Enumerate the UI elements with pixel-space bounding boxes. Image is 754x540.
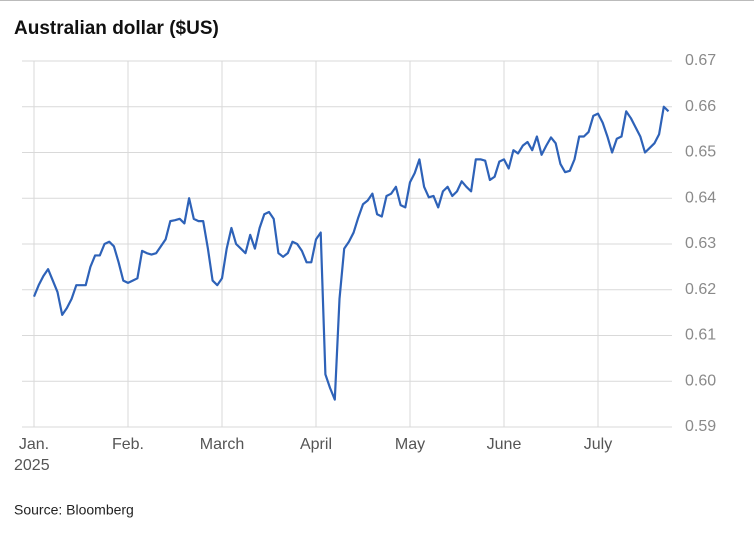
x-tick-label: June	[487, 436, 522, 453]
x-tick-label: July	[584, 436, 612, 453]
y-tick-label: 0.62	[685, 281, 716, 298]
x-tick-label: March	[200, 436, 244, 453]
y-tick-label: 0.67	[685, 52, 716, 69]
y-tick-label: 0.61	[685, 327, 716, 344]
chart-title: Australian dollar ($US)	[14, 18, 219, 39]
y-tick-label: 0.60	[685, 372, 716, 389]
x-tick-label: Jan.	[19, 436, 49, 453]
y-tick-label: 0.66	[685, 98, 716, 115]
data-line	[32, 105, 670, 401]
source: Source: Bloomberg	[14, 502, 134, 518]
x-tick-label: May	[395, 436, 425, 453]
y-tick-label: 0.63	[685, 235, 716, 252]
x-tick-label: Feb.	[112, 436, 144, 453]
y-tick-label: 0.65	[685, 144, 716, 161]
x-sub-label: 2025	[14, 457, 50, 474]
y-tick-label: 0.64	[685, 189, 716, 206]
x-tick-label: April	[300, 436, 332, 453]
y-tick-label: 0.59	[685, 418, 716, 435]
